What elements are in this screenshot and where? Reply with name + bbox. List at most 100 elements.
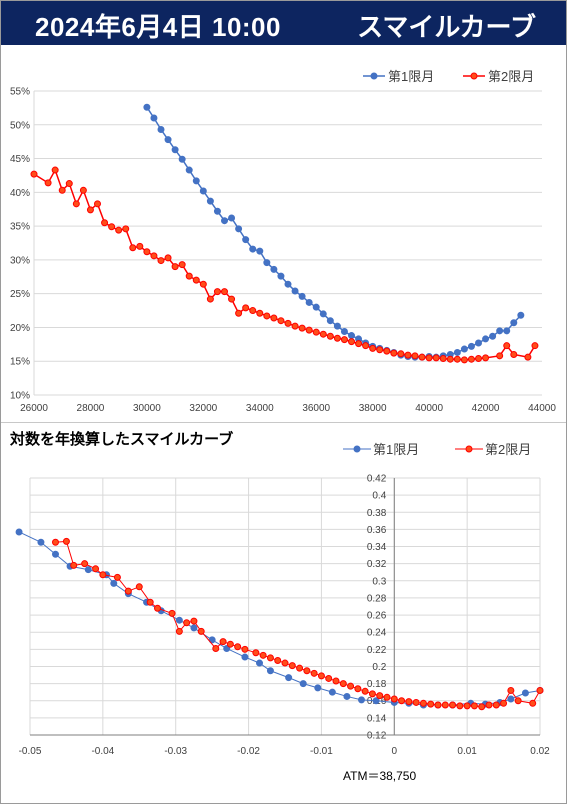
- series-1-point: [84, 566, 92, 574]
- series-2-line: [33, 168, 536, 361]
- series-1-line: [146, 106, 522, 358]
- series-1-point: [15, 528, 23, 536]
- y-tick-label: 0.24: [367, 628, 387, 639]
- series-2-point: [175, 627, 183, 635]
- series-2-point: [453, 355, 461, 363]
- series-2-point: [44, 179, 52, 187]
- series-1-point: [164, 136, 172, 144]
- series-2-point: [463, 702, 471, 710]
- y-tick-label: 0.26: [367, 611, 387, 622]
- series-2-point: [348, 338, 355, 346]
- series-2-point: [383, 347, 391, 355]
- series-1-point: [299, 680, 307, 688]
- series-1-point: [228, 214, 236, 222]
- series-1-point: [291, 287, 299, 295]
- series-2-point: [171, 263, 179, 271]
- series-1-point: [37, 538, 45, 546]
- y-tick-label: 0.38: [367, 508, 387, 519]
- series-1-point: [326, 317, 334, 325]
- series-2-point: [332, 677, 340, 685]
- series-2-point: [369, 344, 377, 352]
- series-2-point: [124, 587, 132, 595]
- series-1-point: [475, 339, 482, 347]
- x-tick-label: -0.04: [91, 746, 114, 757]
- series-2-point: [291, 322, 299, 330]
- x-tick-label: -0.03: [164, 746, 187, 757]
- series-2-point: [507, 686, 515, 694]
- y-tick-label: 50%: [10, 120, 30, 131]
- series-1-point: [348, 332, 355, 340]
- series-1-line: [18, 531, 541, 706]
- series-2-point: [256, 309, 264, 317]
- legend-label-1: 第1限月: [373, 442, 419, 457]
- series-2-point: [298, 324, 306, 332]
- series-1-point: [185, 166, 193, 174]
- series-1-point: [150, 114, 158, 122]
- series-2-point: [347, 682, 355, 690]
- x-tick-label: 0: [392, 746, 398, 757]
- series-2-point: [206, 295, 214, 303]
- series-2-point: [411, 352, 419, 360]
- atm-annotation: ATM＝38,750: [343, 769, 417, 783]
- series-2-point: [252, 649, 260, 657]
- series-2-point: [129, 244, 137, 252]
- series-2-point: [470, 702, 478, 710]
- series-2-point: [168, 609, 176, 617]
- series-2-point: [441, 701, 449, 709]
- series-2-point: [427, 700, 435, 708]
- series-2-point: [241, 645, 249, 653]
- smile-curve-chart: 10% 15% 20% 25% 30% 35% 40% 45% 50% 55% 26000 28000…: [10, 69, 556, 414]
- series-2-point: [226, 640, 234, 648]
- series-2-point: [390, 695, 398, 703]
- series-1-point: [319, 310, 327, 318]
- x-tick-label: 42000: [472, 403, 500, 414]
- series-2-point: [146, 598, 154, 606]
- series-2-point: [266, 654, 274, 662]
- series-2-point: [178, 261, 186, 269]
- y-tick-label: 0.14: [367, 713, 387, 724]
- series-2-point: [376, 346, 384, 354]
- chart-divider: [1, 422, 566, 423]
- series-2-point: [467, 355, 475, 363]
- series-2-point: [412, 698, 420, 706]
- series-2-point: [524, 353, 532, 361]
- y-tick-label: 25%: [10, 289, 30, 300]
- series-2-point: [72, 200, 80, 208]
- series-1-point: [460, 345, 468, 353]
- chart2-title: 対数を年換算したスマイルカーブ: [10, 430, 234, 448]
- series-1-point: [467, 342, 475, 350]
- series-1-point: [249, 245, 257, 253]
- legend-label-1: 第1限月: [388, 69, 434, 84]
- series-2-point: [143, 248, 151, 256]
- y-tick-label: 0.18: [367, 679, 387, 690]
- series-2-point: [62, 537, 70, 545]
- series-1-point: [482, 335, 490, 343]
- series-2-point: [361, 687, 369, 695]
- legend-label-2: 第2限月: [488, 69, 534, 84]
- legend-marker-1: [353, 445, 361, 453]
- series-2-point: [199, 280, 207, 288]
- series-2-point: [496, 352, 504, 360]
- series-2-point: [529, 699, 537, 707]
- series-2-point: [213, 288, 221, 296]
- series-1-point: [507, 695, 515, 703]
- series-2-point: [456, 702, 464, 710]
- series-2-point: [234, 643, 242, 651]
- series-1-point: [343, 692, 351, 700]
- series-2-point: [113, 573, 121, 581]
- series-1-point: [190, 624, 198, 632]
- series-2-point: [274, 656, 282, 664]
- series-2-point: [154, 604, 161, 612]
- series-2-point: [397, 350, 405, 358]
- series-2-point: [183, 619, 191, 627]
- series-1-point: [314, 684, 322, 692]
- y-tick-label: 45%: [10, 154, 30, 165]
- series-1-point: [496, 327, 504, 335]
- series-2-point: [475, 355, 482, 363]
- series-2-point: [404, 351, 412, 359]
- series-2-point: [503, 342, 511, 350]
- header-subtitle: スマイルカーブ: [357, 12, 536, 42]
- header-banner: 2024年6月4日 10:00 スマイルカーブ: [1, 1, 566, 45]
- y-tick-label: 35%: [10, 222, 30, 233]
- series-2-point: [270, 314, 278, 322]
